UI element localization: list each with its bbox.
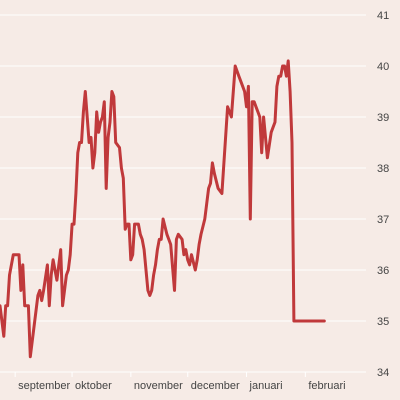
y-tick-label: 37: [377, 214, 389, 226]
y-tick-label: 40: [377, 61, 389, 73]
x-tick-label: februari: [308, 380, 345, 392]
y-tick-label: 34: [377, 367, 389, 379]
x-tick-label: september: [18, 380, 70, 392]
x-tick-label: november: [134, 380, 183, 392]
x-tick-label: januari: [249, 380, 283, 392]
y-tick-label: 38: [377, 163, 389, 175]
y-tick-label: 41: [377, 10, 389, 22]
y-tick-label: 35: [377, 316, 389, 328]
x-axis: september oktober november december januari f…: [18, 380, 345, 392]
y-tick-label: 39: [377, 112, 389, 124]
y-axis: 34 35 36 37 38 39 40 41: [377, 10, 389, 379]
series-line: [0, 59, 326, 359]
y-tick-label: 36: [377, 265, 389, 277]
grid-lines: [0, 14, 366, 377]
x-tick-label: december: [191, 380, 240, 392]
x-tick-label: oktober: [75, 380, 112, 392]
